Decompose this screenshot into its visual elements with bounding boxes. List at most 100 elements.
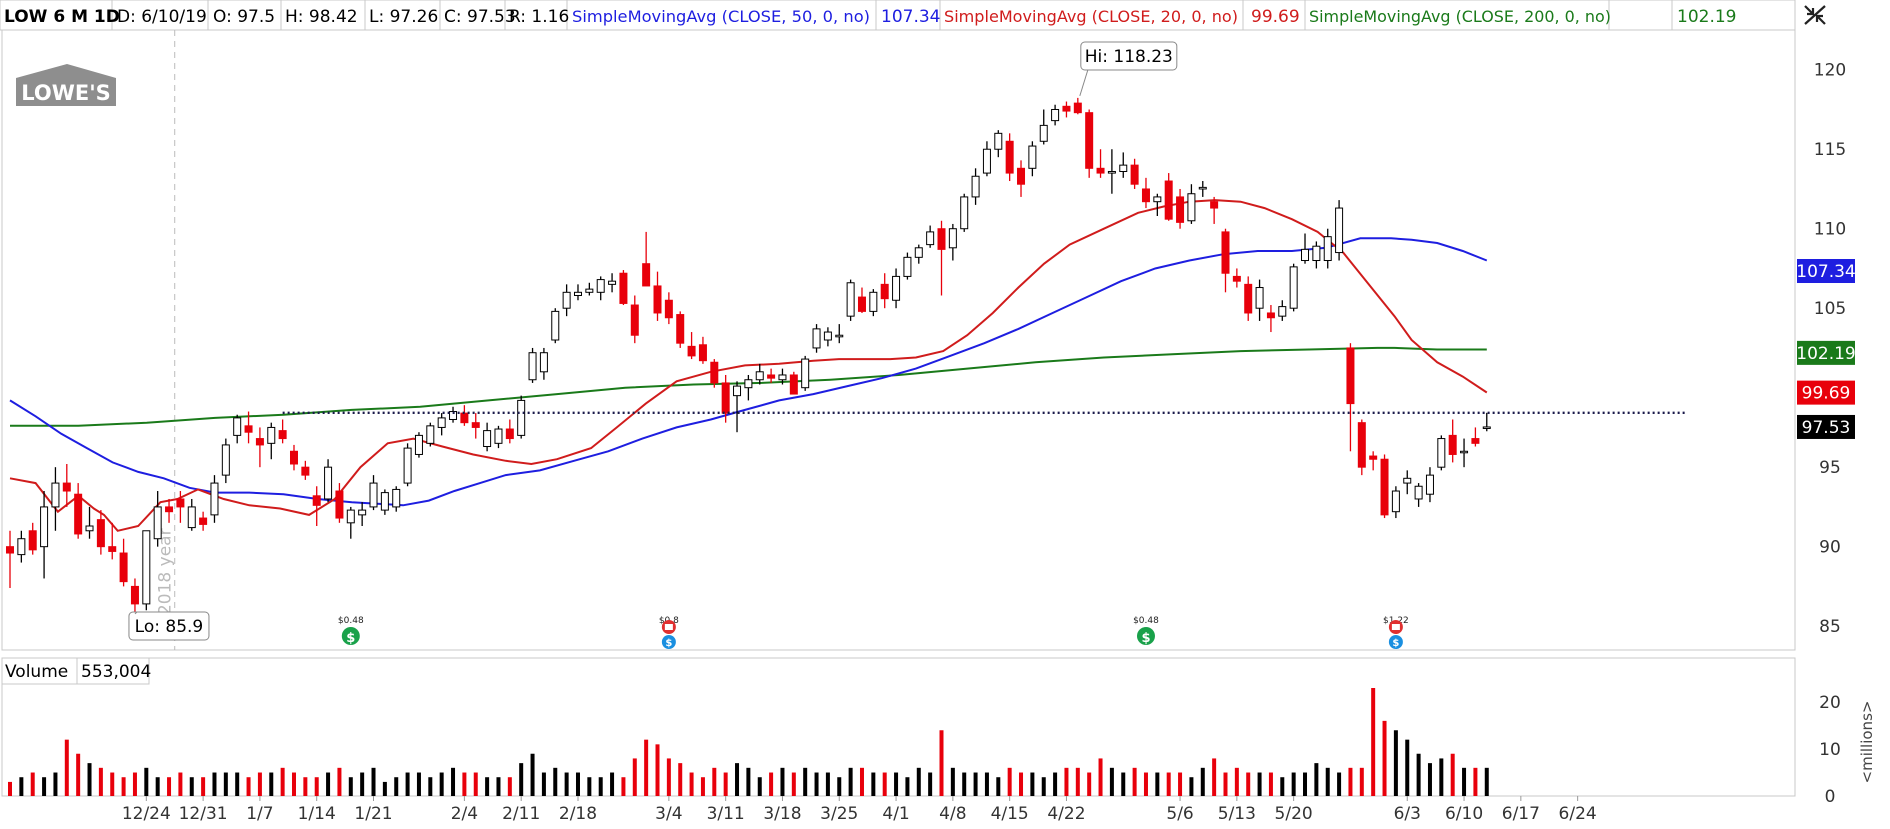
candle-body: [573, 291, 582, 296]
volume-bar: [519, 763, 524, 796]
volume-bar: [1268, 772, 1273, 796]
volume-bar: [939, 730, 944, 796]
volume-bar: [859, 767, 864, 796]
price-panel-frame: [1, 29, 1796, 651]
x-tick-label: 2/4: [451, 804, 478, 824]
volume-bar: [1371, 688, 1376, 796]
candle-body: [960, 196, 969, 230]
volume-bar: [348, 777, 353, 796]
price-tick-label: 90: [1819, 538, 1841, 558]
volume-bar: [598, 777, 603, 796]
volume-bar: [1257, 772, 1262, 796]
volume-bar: [905, 777, 910, 796]
volume-bar: [1303, 772, 1308, 796]
candle-body: [812, 328, 821, 349]
earnings-icon-glyph: [664, 624, 673, 630]
volume-bar: [1416, 753, 1421, 796]
volume-bar: [1200, 767, 1205, 796]
candle-body: [1380, 458, 1389, 516]
volume-bar: [451, 767, 456, 796]
volume-bar: [1223, 772, 1228, 796]
candle-body: [335, 490, 344, 519]
candle-body: [324, 466, 333, 500]
candle-body: [40, 506, 49, 548]
volume-bar: [507, 777, 512, 796]
candle-body: [1141, 188, 1150, 203]
candle-body: [403, 447, 412, 484]
candle-body: [426, 425, 435, 444]
candle-body: [892, 275, 901, 301]
header-close: C: 97.53: [444, 7, 516, 27]
dividend-icon[interactable]: [1136, 627, 1155, 645]
dividend-info-icon[interactable]: [1388, 635, 1403, 649]
candle-body: [971, 175, 980, 198]
x-tick-label: 3/11: [707, 804, 745, 824]
candle-body: [1028, 145, 1037, 169]
candle-body: [1482, 426, 1491, 429]
candle-body: [1244, 283, 1253, 314]
volume-tick-label: 20: [1819, 693, 1841, 713]
candle-body: [437, 417, 446, 428]
volume-bar: [587, 777, 592, 796]
volume-tick-label: 10: [1819, 740, 1841, 760]
candle-body: [74, 493, 83, 535]
event-label: $0.48: [1133, 616, 1159, 626]
candle-body: [471, 422, 480, 428]
volume-bar: [416, 772, 421, 796]
candle-body: [1403, 477, 1412, 484]
candle-body: [528, 352, 537, 381]
x-tick-label: 2/18: [559, 804, 597, 824]
volume-bar: [19, 777, 24, 796]
dividend-info-icon[interactable]: [661, 635, 676, 649]
x-tick-label: 5/6: [1166, 804, 1193, 824]
volume-tick-label: 0: [1825, 787, 1836, 807]
candle-body: [244, 425, 253, 433]
candle-body: [982, 148, 991, 174]
candle-body: [1437, 438, 1446, 468]
dividend-icon[interactable]: [341, 627, 360, 645]
candle-body: [1323, 236, 1332, 262]
sma200-legend-label[interactable]: SimpleMovingAvg (CLOSE, 200, 0, no): [1309, 7, 1611, 26]
volume-bar: [1382, 720, 1387, 796]
candle-body: [914, 247, 923, 258]
candle-body: [1266, 312, 1275, 319]
candle-body: [539, 352, 548, 373]
volume-bar: [8, 781, 12, 796]
candle-body: [1164, 180, 1173, 220]
candle-body: [199, 517, 208, 525]
volume-bar: [178, 772, 183, 796]
candle-body: [1005, 140, 1014, 174]
volume-bar: [144, 767, 149, 796]
sma50-line: [9, 237, 1488, 507]
header-open: O: 97.5: [213, 7, 275, 27]
candle-body: [551, 310, 560, 341]
candle-body: [278, 430, 287, 440]
sma20-price-tag: 99.69: [1802, 384, 1851, 404]
candle-body: [1039, 124, 1048, 142]
volume-bar: [1359, 767, 1364, 796]
candle-body: [176, 498, 185, 508]
volume-bar: [916, 767, 921, 796]
dividend-info-glyph: $: [665, 638, 672, 649]
volume-bar: [553, 767, 558, 796]
candle-body: [1187, 193, 1196, 222]
sma50-price-tag-bg: [1797, 259, 1855, 284]
sma50-legend-label[interactable]: SimpleMovingAvg (CLOSE, 50, 0, no): [572, 7, 870, 26]
volume-bar: [996, 777, 1001, 796]
volume-bar: [791, 772, 796, 796]
volume-bar: [644, 739, 649, 796]
candle-body: [562, 291, 571, 309]
volume-bar: [950, 767, 955, 796]
volume-bar: [1030, 772, 1035, 796]
volume-bar: [780, 767, 785, 796]
candle-body: [62, 482, 71, 492]
volume-bar: [575, 772, 580, 796]
volume-bar: [1291, 772, 1296, 796]
sma20-legend-label[interactable]: SimpleMovingAvg (CLOSE, 20, 0, no): [944, 7, 1238, 26]
collapse-icon[interactable]: [1802, 3, 1828, 27]
hi-callout-pointer: [1079, 69, 1089, 97]
x-tick-label: 4/22: [1047, 804, 1085, 824]
candle-body: [1278, 306, 1287, 317]
volume-bar: [564, 772, 569, 796]
candle-body: [210, 482, 219, 516]
